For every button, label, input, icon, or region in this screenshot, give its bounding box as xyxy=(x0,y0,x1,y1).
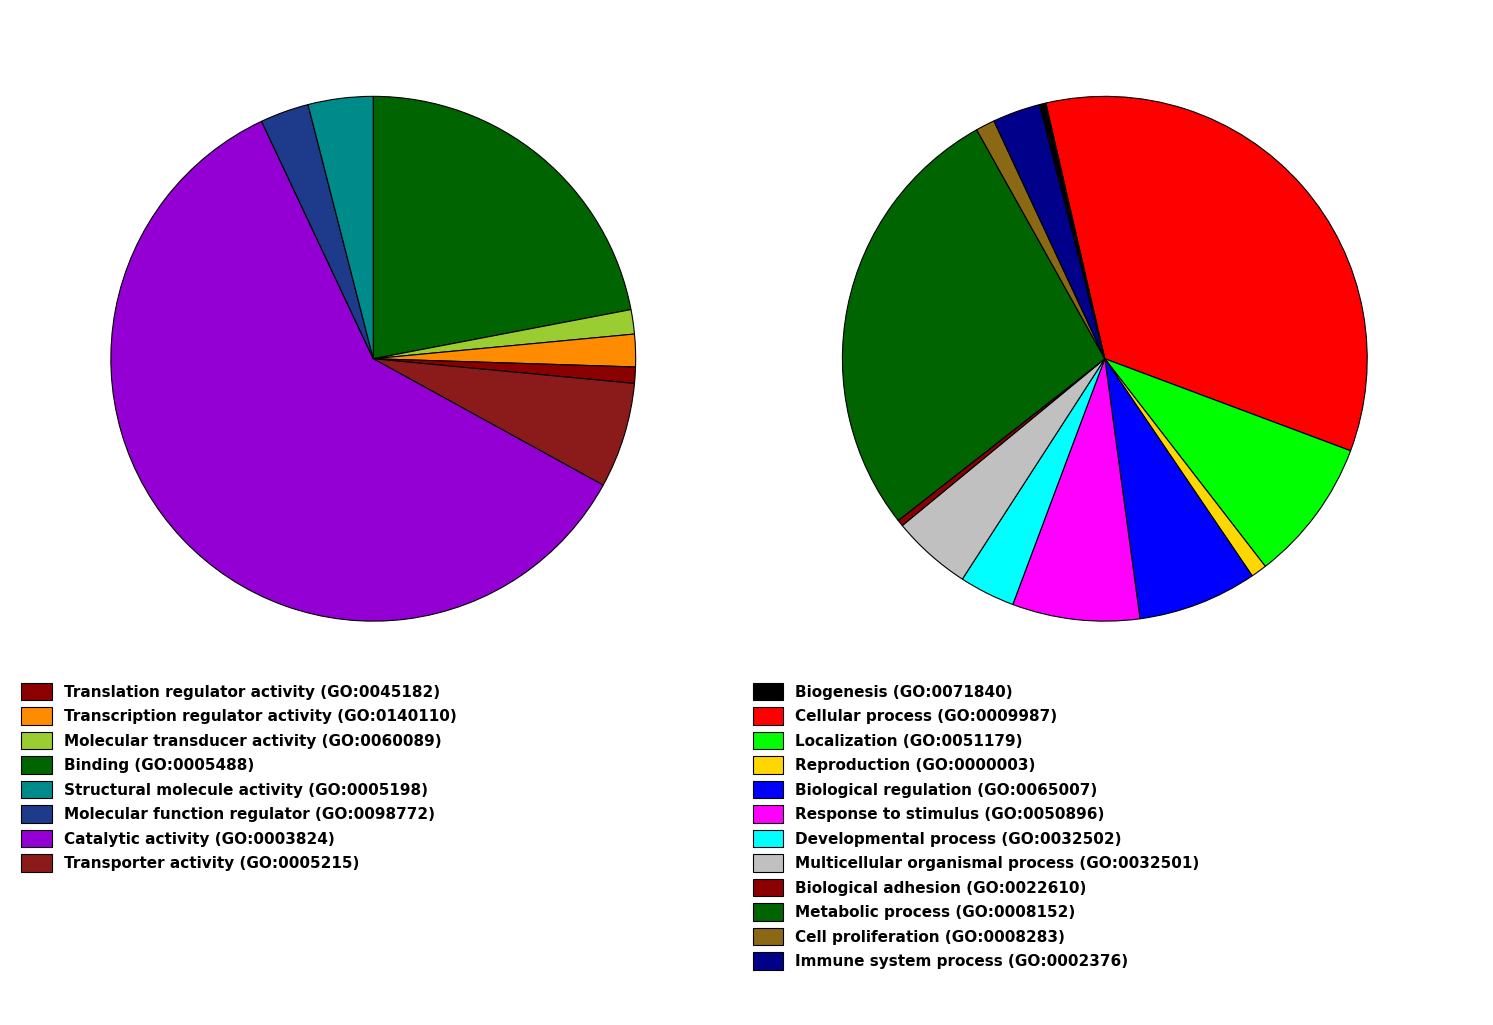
Wedge shape xyxy=(110,121,603,621)
Wedge shape xyxy=(899,359,1105,526)
Wedge shape xyxy=(842,130,1105,521)
Wedge shape xyxy=(373,359,635,485)
Wedge shape xyxy=(963,359,1105,605)
Legend: Biogenesis (GO:0071840), Cellular process (GO:0009987), Localization (GO:0051179: Biogenesis (GO:0071840), Cellular proces… xyxy=(746,676,1206,976)
Wedge shape xyxy=(373,310,635,359)
Wedge shape xyxy=(1039,104,1105,359)
Wedge shape xyxy=(373,359,636,383)
Wedge shape xyxy=(902,359,1105,579)
Wedge shape xyxy=(1105,359,1253,619)
Legend: Translation regulator activity (GO:0045182), Transcription regulator activity (G: Translation regulator activity (GO:00451… xyxy=(15,676,463,878)
Wedge shape xyxy=(1105,359,1265,576)
Wedge shape xyxy=(1105,359,1351,567)
Wedge shape xyxy=(373,334,636,367)
Wedge shape xyxy=(261,105,373,359)
Wedge shape xyxy=(308,96,373,359)
Wedge shape xyxy=(976,121,1105,359)
Wedge shape xyxy=(1045,96,1368,451)
Wedge shape xyxy=(1012,359,1141,621)
Wedge shape xyxy=(994,105,1105,359)
Wedge shape xyxy=(373,96,632,359)
